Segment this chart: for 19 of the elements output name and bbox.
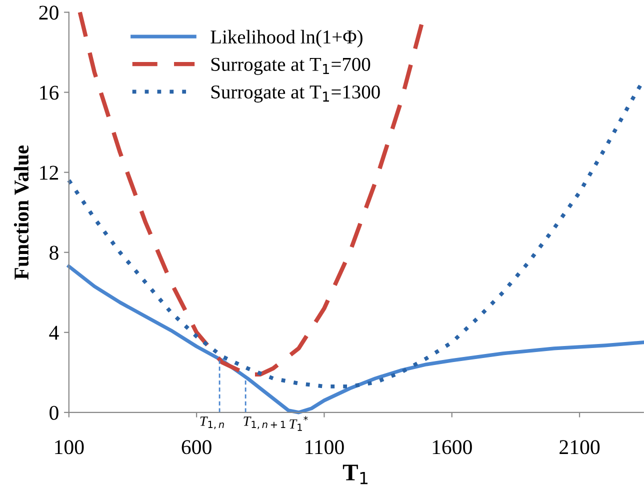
annotation: T$_{1,n+1}$ bbox=[244, 416, 286, 430]
y-tick-label: 20 bbox=[39, 6, 58, 20]
x-tick-label: 100 bbox=[55, 440, 84, 454]
x-tick-label: 2100 bbox=[560, 440, 600, 454]
legend-label: Likelihood ln(1+Φ) bbox=[210, 30, 362, 48]
y-tick-label: 16 bbox=[40, 86, 59, 100]
y-tick-label: 4 bbox=[49, 326, 59, 340]
x-axis-title: T$_{1}$ bbox=[342, 464, 368, 484]
legend-label: Surrogate at T$_{1}$=700 bbox=[211, 58, 370, 75]
x-tick-label: 1600 bbox=[432, 440, 472, 454]
annotation: T$_{1}$$^{*}$ bbox=[290, 416, 308, 431]
y-tick-label: 8 bbox=[50, 246, 58, 260]
x-tick-label: 600 bbox=[182, 440, 212, 454]
y-tick-label: 0 bbox=[50, 406, 58, 420]
legend-label: Surrogate at T$_{1}$=1300 bbox=[211, 85, 380, 103]
x-tick-label: 1100 bbox=[306, 440, 344, 454]
y-tick-label: 12 bbox=[40, 166, 58, 180]
annotation: T$_{1,n}$ bbox=[200, 416, 224, 430]
y-axis-title: Function Value bbox=[14, 145, 29, 280]
